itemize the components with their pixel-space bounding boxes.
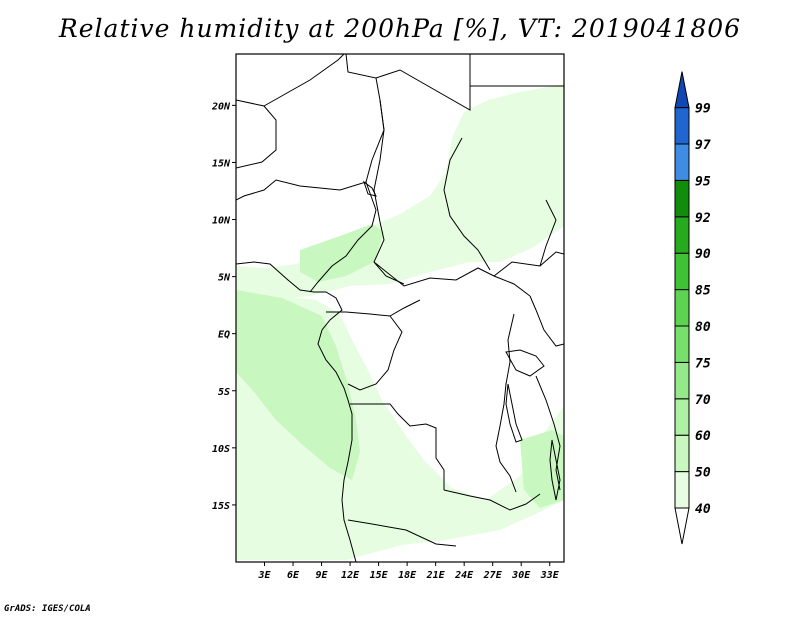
colorbar-segment xyxy=(674,107,690,145)
x-tick-label: 21E xyxy=(426,570,446,581)
colorbar-segment xyxy=(674,179,690,218)
colorbar-upper-arrow xyxy=(674,71,690,109)
x-tick-label: 27E xyxy=(483,570,503,581)
colorbar-label: 60 xyxy=(695,429,711,444)
lake-malawi xyxy=(549,439,561,501)
colorbar-label: 70 xyxy=(695,393,711,408)
y-axis: 20N 15N 10N 5N EQ 5S 10S 15S xyxy=(211,101,236,512)
shade-50-60-east xyxy=(520,430,564,508)
colorbar-segment xyxy=(674,471,690,509)
y-tick-label: 15N xyxy=(212,158,231,169)
colorbar-segment xyxy=(674,361,690,400)
colorbar-label: 95 xyxy=(695,174,711,189)
border-drc-east xyxy=(495,313,517,493)
chart-title: Relative humidity at 200hPa [%], VT: 201… xyxy=(58,14,742,43)
colorbar-segment xyxy=(674,216,690,254)
border-uganda-kenya xyxy=(529,295,564,347)
border-chad xyxy=(373,99,405,285)
x-axis: 3E 6E 9E 12E 15E 18E 21E 24E 27E 30E 33E xyxy=(257,562,560,581)
colorbar-label: 80 xyxy=(695,320,711,335)
border-libya-chad xyxy=(375,54,471,111)
y-tick-label: 5S xyxy=(218,387,230,398)
y-tick-label: 10S xyxy=(212,444,230,455)
colorbar-label: 90 xyxy=(695,247,711,262)
x-tick-label: 18E xyxy=(398,570,417,581)
y-tick-label: 20N xyxy=(211,101,231,112)
humidity-shading xyxy=(236,84,564,560)
shade-40-50-north xyxy=(236,84,564,300)
border-zambia xyxy=(443,489,541,511)
x-tick-label: 24E xyxy=(454,570,474,581)
colorbar-label: 97 xyxy=(695,138,711,153)
colorbar-label: 40 xyxy=(695,502,711,517)
colorbar-label: 92 xyxy=(695,211,711,226)
x-tick-label: 33E xyxy=(540,570,560,581)
shade-50-60-band xyxy=(300,224,384,282)
border-car xyxy=(373,261,531,297)
y-tick-label: 5N xyxy=(218,273,231,284)
plot-frame xyxy=(235,53,565,563)
border-nigeria-cameroon xyxy=(309,181,377,293)
border-niger xyxy=(236,54,385,201)
border-angola-south xyxy=(347,519,457,547)
colorbar-label: 50 xyxy=(695,466,711,481)
colorbar-segment xyxy=(674,252,690,291)
coastline-west-africa xyxy=(236,261,357,562)
y-tick-label: EQ xyxy=(218,330,230,341)
border-algeria-libya xyxy=(263,54,345,107)
colorbar-segment xyxy=(674,143,690,181)
border-sahara xyxy=(236,99,277,169)
colorbar-lower-arrow xyxy=(674,507,690,545)
colorbar-label: 85 xyxy=(695,284,711,299)
x-tick-label: 9E xyxy=(316,570,329,581)
border-lake-victoria xyxy=(505,349,545,377)
country-borders xyxy=(236,54,564,562)
colorbar-segment xyxy=(674,398,690,436)
x-tick-label: 12E xyxy=(341,570,360,581)
colorbar-label: 99 xyxy=(695,102,711,117)
border-tanzania xyxy=(535,375,561,491)
colorbar-label: 75 xyxy=(695,356,711,371)
border-chad-sudan xyxy=(443,137,491,271)
lake-tanganyika xyxy=(505,383,523,443)
border-cameroon-gabon xyxy=(326,299,421,317)
x-tick-label: 15E xyxy=(370,570,389,581)
x-tick-label: 6E xyxy=(287,570,300,581)
border-angola xyxy=(350,403,445,490)
border-lake-chad xyxy=(363,180,377,197)
x-tick-label: 3E xyxy=(257,570,271,581)
colorbar-segment xyxy=(674,289,690,327)
colorbar-segment xyxy=(674,434,690,473)
border-ethiopia xyxy=(539,199,557,267)
shade-50-60-coast xyxy=(236,290,360,480)
credit-text: GrADS: IGES/COLA xyxy=(4,604,91,614)
y-tick-label: 10N xyxy=(212,216,231,227)
y-tick-label: 15S xyxy=(212,501,230,512)
colorbar-segment xyxy=(674,325,690,363)
colorbar: 40 50 60 70 75 80 85 90 92 95 97 99 xyxy=(674,71,711,545)
x-tick-label: 30E xyxy=(511,570,531,581)
border-congo xyxy=(347,315,403,391)
